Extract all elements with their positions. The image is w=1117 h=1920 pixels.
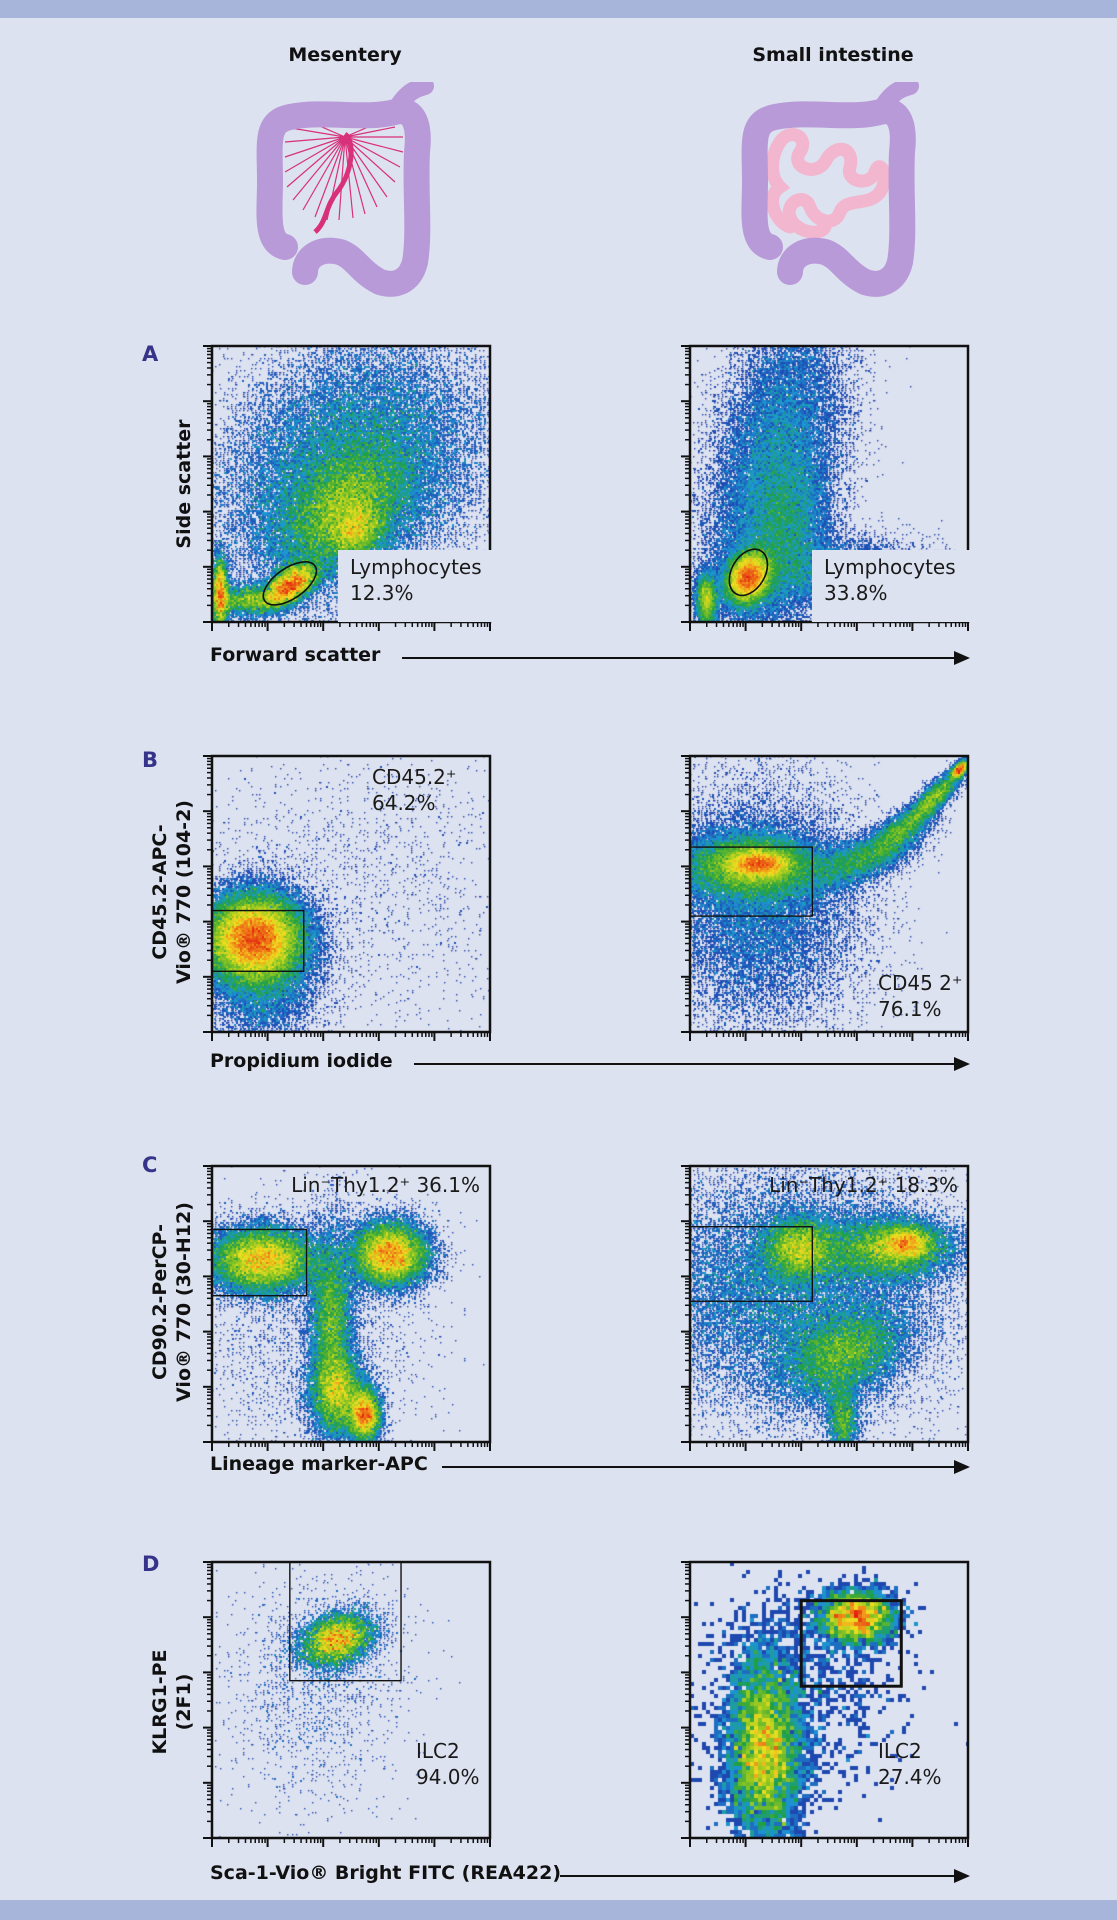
small-intestine-illustration xyxy=(741,82,919,297)
plot-c-mesentery: Lin⁻Thy1.2⁺ 36.1% xyxy=(203,1164,492,1451)
colon-shape xyxy=(741,98,916,297)
gate-label-box: ILC2 94.0% xyxy=(416,1738,480,1790)
small-intestine-loops xyxy=(773,128,891,239)
plot-axes xyxy=(681,754,970,1041)
plot-b-mesentery: CD45.2⁺ 64.2% xyxy=(203,754,492,1041)
x-axis-label-b: Propidium iodide xyxy=(210,1050,393,1072)
x-axis-label-c: Lineage marker-APC xyxy=(210,1453,428,1475)
density-plot-canvas xyxy=(212,756,490,1032)
y-axis-label-line: CD90.2-PerCP- xyxy=(149,1223,171,1381)
top-band xyxy=(0,0,1117,18)
gate-label-box: ILC2 27.4% xyxy=(878,1738,942,1790)
gate-label: Lymphocytes xyxy=(824,555,956,579)
gate-label: Lymphocytes xyxy=(350,555,482,579)
density-plot-canvas xyxy=(690,756,968,1032)
gate-percent: 94.0% xyxy=(416,1765,480,1789)
x-axis-label-a: Forward scatter xyxy=(210,644,381,666)
plot-axes xyxy=(203,1560,492,1847)
plot-axes xyxy=(681,1560,970,1847)
density-plot-canvas xyxy=(690,1166,968,1442)
gate-label-box: Lymphocytes 12.3% xyxy=(338,550,496,622)
gate-percent: 33.8% xyxy=(824,581,888,605)
gate-label: Lin⁻Thy1.2⁺ 36.1% xyxy=(291,1173,480,1197)
gate-rectangle xyxy=(799,1599,903,1688)
plot-frame xyxy=(210,344,492,624)
column-title-mesentery: Mesentery xyxy=(288,44,402,66)
gate-ellipse xyxy=(728,548,769,597)
gate-rectangle xyxy=(689,846,814,917)
column-title-small-intestine: Small intestine xyxy=(752,44,914,66)
gate-label-box: CD45 2⁺ 76.1% xyxy=(878,970,962,1022)
gate-rectangle xyxy=(211,909,305,972)
gate-label-box: Lymphocytes 33.8% xyxy=(812,550,976,622)
gate-label: ILC2 xyxy=(878,1739,922,1763)
gate-rectangle xyxy=(211,1228,308,1297)
panel-letter-c: C xyxy=(142,1153,158,1177)
gate-label: CD45.2⁺ xyxy=(372,765,457,789)
density-plot-canvas xyxy=(212,1562,490,1838)
plot-frame xyxy=(688,1560,970,1840)
x-axis-arrow-a xyxy=(402,651,970,665)
density-plot-canvas xyxy=(212,1166,490,1442)
gate-percent: 64.2% xyxy=(372,791,436,815)
panel-letter-b: B xyxy=(142,748,159,772)
plot-axes xyxy=(203,344,492,631)
panel-letter-a: A xyxy=(142,342,159,366)
mesentery-fan xyxy=(284,123,404,234)
x-axis-arrow-d xyxy=(560,1869,970,1883)
bottom-band xyxy=(0,1900,1117,1920)
plot-frame xyxy=(210,1560,492,1840)
gate-label-box: CD45.2⁺ 64.2% xyxy=(372,764,456,816)
plot-axes xyxy=(681,344,970,631)
x-axis-arrow-b xyxy=(414,1057,970,1071)
x-axis-arrow-c xyxy=(442,1460,970,1474)
plot-axes xyxy=(203,1164,492,1451)
plot-d-small-intestine: ILC2 27.4% xyxy=(681,1560,970,1847)
plot-frame xyxy=(210,754,492,1034)
density-plot-canvas xyxy=(690,1562,968,1838)
gate-percent: 27.4% xyxy=(878,1765,942,1789)
plot-d-mesentery: ILC2 94.0% xyxy=(203,1560,492,1847)
plot-b-small-intestine: CD45 2⁺ 76.1% xyxy=(681,754,970,1041)
plot-axes xyxy=(681,1164,970,1451)
gate-percent: 76.1% xyxy=(878,997,942,1021)
gate-label: CD45 2⁺ xyxy=(878,971,963,995)
plot-a-small-intestine: Lymphocytes 33.8% xyxy=(681,344,976,631)
panel-letter-d: D xyxy=(142,1552,160,1576)
gate-percent: 12.3% xyxy=(350,581,414,605)
plot-frame xyxy=(210,1164,492,1444)
gate-rectangle xyxy=(289,1561,402,1682)
colon-shape xyxy=(256,98,431,297)
gate-label: ILC2 xyxy=(416,1739,460,1763)
plot-a-mesentery: Lymphocytes 12.3% xyxy=(203,344,496,631)
plot-c-small-intestine: Lin⁻Thy1.2⁺ 18.3% xyxy=(681,1164,970,1451)
y-axis-label-line: KLRG1-PE xyxy=(149,1649,171,1755)
y-axis-label-line: CD45.2-APC- xyxy=(149,824,171,960)
mesentery-illustration xyxy=(256,82,434,297)
gate-label: Lin⁻Thy1.2⁺ 18.3% xyxy=(769,1173,958,1197)
plot-frame xyxy=(688,1164,970,1444)
gate-ellipse xyxy=(262,561,318,606)
gate-rectangle xyxy=(689,1226,814,1302)
plot-axes xyxy=(203,754,492,1041)
plot-frame xyxy=(688,344,970,624)
x-axis-label-d: Sca-1-Vio® Bright FITC (REA422) xyxy=(210,1862,562,1884)
